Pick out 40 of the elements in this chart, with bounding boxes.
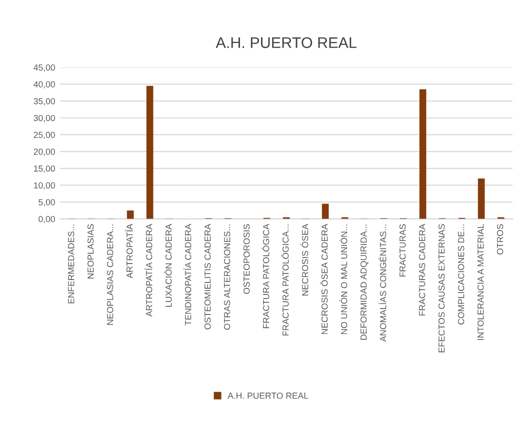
bar bbox=[146, 86, 154, 219]
x-tick-label: ARTROPATÍA CADERA bbox=[144, 224, 152, 317]
x-tick-label: FRACTURAS bbox=[399, 224, 406, 277]
x-tick-label: INTOLERANCIA A MATERIAL bbox=[477, 224, 484, 340]
x-tick-label: ANOMALÍAS CONGÉNITAS... bbox=[378, 224, 386, 342]
x-tick-label: ARTROPATÍA bbox=[125, 224, 133, 278]
x-tick-label: NEOPLASIAS bbox=[87, 224, 94, 279]
x-tick-label: DEFORMIDAD ADQUIRIDA... bbox=[360, 224, 368, 340]
x-tick-label: OSTEOPOROSIS bbox=[243, 224, 250, 294]
y-tick-label: 5,00 bbox=[38, 199, 55, 206]
legend-label: A.H. PUERTO REAL bbox=[228, 392, 308, 399]
bar bbox=[478, 178, 485, 219]
y-tick-label: 35,00 bbox=[34, 98, 55, 106]
y-tick-label: 10,00 bbox=[34, 182, 55, 190]
x-tick-label: OTROS bbox=[496, 224, 504, 254]
x-tick-label: OSTEOMIELITIS CADERA bbox=[204, 224, 211, 330]
y-tick-label: 15,00 bbox=[34, 165, 55, 173]
bar bbox=[322, 204, 329, 219]
x-tick-label: NEOPLASIAS CADERA... bbox=[106, 224, 114, 325]
bar bbox=[126, 210, 134, 219]
chart-title: A.H. PUERTO REAL bbox=[216, 37, 356, 48]
y-tick-label: 45,00 bbox=[34, 64, 55, 72]
x-tick-label: FRACTURA PATOLÓGICA bbox=[262, 224, 270, 328]
x-tick-label: OTRAS ALTERACIONES... bbox=[224, 224, 230, 330]
y-tick-label: 20,00 bbox=[34, 148, 55, 156]
x-tick-label: COMPLICACIONES DE... bbox=[458, 224, 464, 324]
x-tick-label: FRACTURAS CADERA bbox=[418, 224, 426, 316]
x-tick-label: ENFERMEDADES... bbox=[68, 224, 74, 304]
y-tick-label: 30,00 bbox=[34, 114, 55, 122]
y-tick-label: 0,00 bbox=[38, 216, 55, 224]
x-tick-label: TENDINOPATÍA CADERA bbox=[184, 224, 192, 326]
x-tick-label: EFECTOS CAUSAS EXTERNAS bbox=[438, 224, 445, 352]
x-tick-label: NO UNIÓN O MAL UNIÓN... bbox=[340, 224, 348, 334]
y-tick-label: 25,00 bbox=[34, 132, 55, 140]
x-tick-label: LUXACIÓN CADERA bbox=[164, 224, 172, 307]
y-tick-label: 40,00 bbox=[34, 81, 55, 88]
bar bbox=[419, 89, 426, 219]
x-tick-label: FRACTURA PATOLÓGICA... bbox=[281, 224, 289, 336]
x-tick-label: NECROSIS ÓSEA CADERA bbox=[320, 224, 328, 334]
x-tick-label: NECROSIS ÓSEA bbox=[300, 224, 308, 296]
